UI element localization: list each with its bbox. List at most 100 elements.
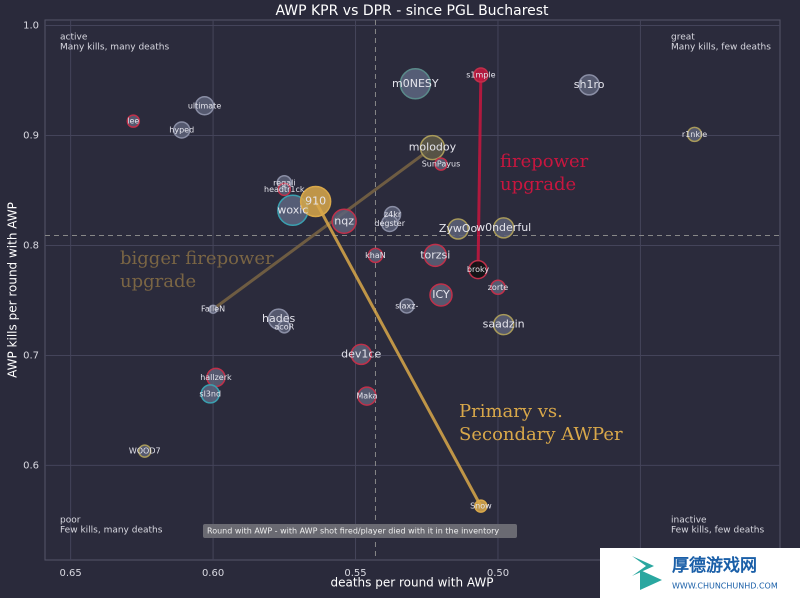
- annotation: Secondary AWPer: [459, 424, 623, 445]
- overlay: s1mple m0NESY sh1ro ultimate lee hyped r1nkle m…: [60, 33, 800, 598]
- point: [492, 217, 515, 239]
- y-tick-label: 0.7: [23, 350, 39, 361]
- point-label: WOOD7: [129, 447, 161, 456]
- chart-title: AWP KPR vs DPR - since PGL Bucharest: [275, 3, 549, 19]
- point-label: z4kr: [384, 210, 402, 219]
- annotation: Primary vs.: [459, 401, 563, 422]
- point: [126, 114, 141, 128]
- point-label: slaxz-: [395, 301, 418, 310]
- annotation: firepower: [500, 151, 589, 172]
- point: [299, 185, 332, 218]
- point: [399, 298, 415, 314]
- connector: [314, 200, 483, 507]
- point: [447, 218, 469, 240]
- point: [277, 182, 292, 197]
- point: [474, 499, 488, 513]
- watermark-box: [600, 548, 800, 598]
- footnote: Round with AWP - with AWP shot fired/pla…: [207, 527, 499, 536]
- point-label: nqz: [334, 214, 354, 227]
- y-axis-label: AWP kills per round with AWP: [6, 202, 20, 378]
- point-label: hallzerk: [200, 373, 232, 382]
- point: [399, 68, 432, 100]
- connector: [212, 146, 434, 311]
- point-label: hyped: [169, 125, 194, 134]
- point-label: broky: [467, 265, 489, 274]
- point-label: ZywOo: [439, 222, 478, 235]
- point-label: degster: [374, 219, 405, 228]
- point: [434, 157, 448, 171]
- y-tick-label: 0.9: [23, 130, 39, 141]
- point-label: regali: [273, 178, 295, 187]
- watermark-name: 厚德游戏网: [672, 555, 757, 576]
- point-label: lee: [127, 117, 139, 126]
- quadrant-text: Many kills, few deaths: [671, 43, 771, 53]
- point: [137, 444, 152, 458]
- point-label: Maka: [356, 392, 377, 401]
- point: [357, 386, 377, 406]
- quadrant-text: Few kills, many deaths: [60, 526, 163, 536]
- point-label: 910: [305, 194, 326, 207]
- marks: [126, 67, 703, 513]
- point-label: molodoy: [409, 141, 457, 154]
- point: [468, 259, 488, 280]
- point: [208, 304, 218, 314]
- watermark-url: WWW.CHUNCHUNHD.COM: [672, 582, 778, 591]
- point-label: ICY: [432, 288, 450, 301]
- point-label: torzsi: [420, 248, 450, 261]
- point: [686, 126, 703, 143]
- point: [367, 247, 384, 264]
- point: [473, 67, 489, 83]
- footnote-box: [203, 524, 517, 538]
- point-label: Snow: [470, 502, 492, 511]
- x-tick-label: 0.55: [344, 568, 366, 579]
- annotation: bigger firepower: [120, 248, 274, 269]
- point-label: khaN: [365, 251, 386, 260]
- point-label: ultimate: [188, 101, 221, 110]
- point: [490, 279, 506, 296]
- point: [331, 208, 357, 235]
- quadrant-title: inactive: [671, 516, 707, 526]
- point-label: zorte: [488, 283, 509, 292]
- point-label: sh1ro: [574, 78, 605, 91]
- point-label: acoR: [274, 322, 294, 331]
- point: [172, 121, 191, 139]
- point-label: s1mple: [466, 70, 495, 79]
- point-label: hades: [262, 312, 295, 325]
- annotation: upgrade: [500, 174, 576, 195]
- quadrant-text: Many kills, many deaths: [60, 43, 169, 53]
- x-tick-label: 0.60: [202, 568, 224, 579]
- point-label: m0NESY: [392, 77, 439, 90]
- point: [200, 384, 220, 404]
- x-tick-label: 0.65: [60, 568, 82, 579]
- x-axis-label: deaths per round with AWP: [330, 576, 493, 590]
- y-tick-label: 0.6: [23, 460, 39, 471]
- point-label: r1nkle: [682, 130, 707, 139]
- connector: [476, 74, 483, 270]
- point-label: dev1ce: [341, 347, 381, 360]
- watermark-logo: [632, 556, 662, 590]
- point: [419, 134, 446, 161]
- point: [429, 283, 453, 307]
- point: [492, 313, 515, 336]
- y-tick-label: 1.0: [23, 20, 39, 31]
- point-label: w0nderful: [476, 221, 531, 234]
- point: [423, 243, 448, 268]
- point-label: FalleN: [201, 305, 225, 314]
- point: [380, 214, 399, 233]
- point-label: SunPayus: [422, 160, 461, 169]
- annotation: upgrade: [120, 271, 196, 292]
- quadrant-text: Few kills, few deaths: [671, 526, 764, 536]
- point-label: headtr1ck: [264, 185, 305, 194]
- plot-area: [44, 19, 781, 561]
- y-tick-label: 0.8: [23, 240, 39, 251]
- point-label: saadzin: [483, 318, 525, 331]
- quadrant-title: poor: [60, 516, 81, 526]
- quadrant-title: great: [671, 33, 695, 43]
- point: [194, 96, 215, 116]
- quadrant-title: active: [60, 33, 88, 43]
- point: [350, 343, 372, 366]
- point-label: woxic: [277, 203, 308, 216]
- point: [578, 74, 600, 96]
